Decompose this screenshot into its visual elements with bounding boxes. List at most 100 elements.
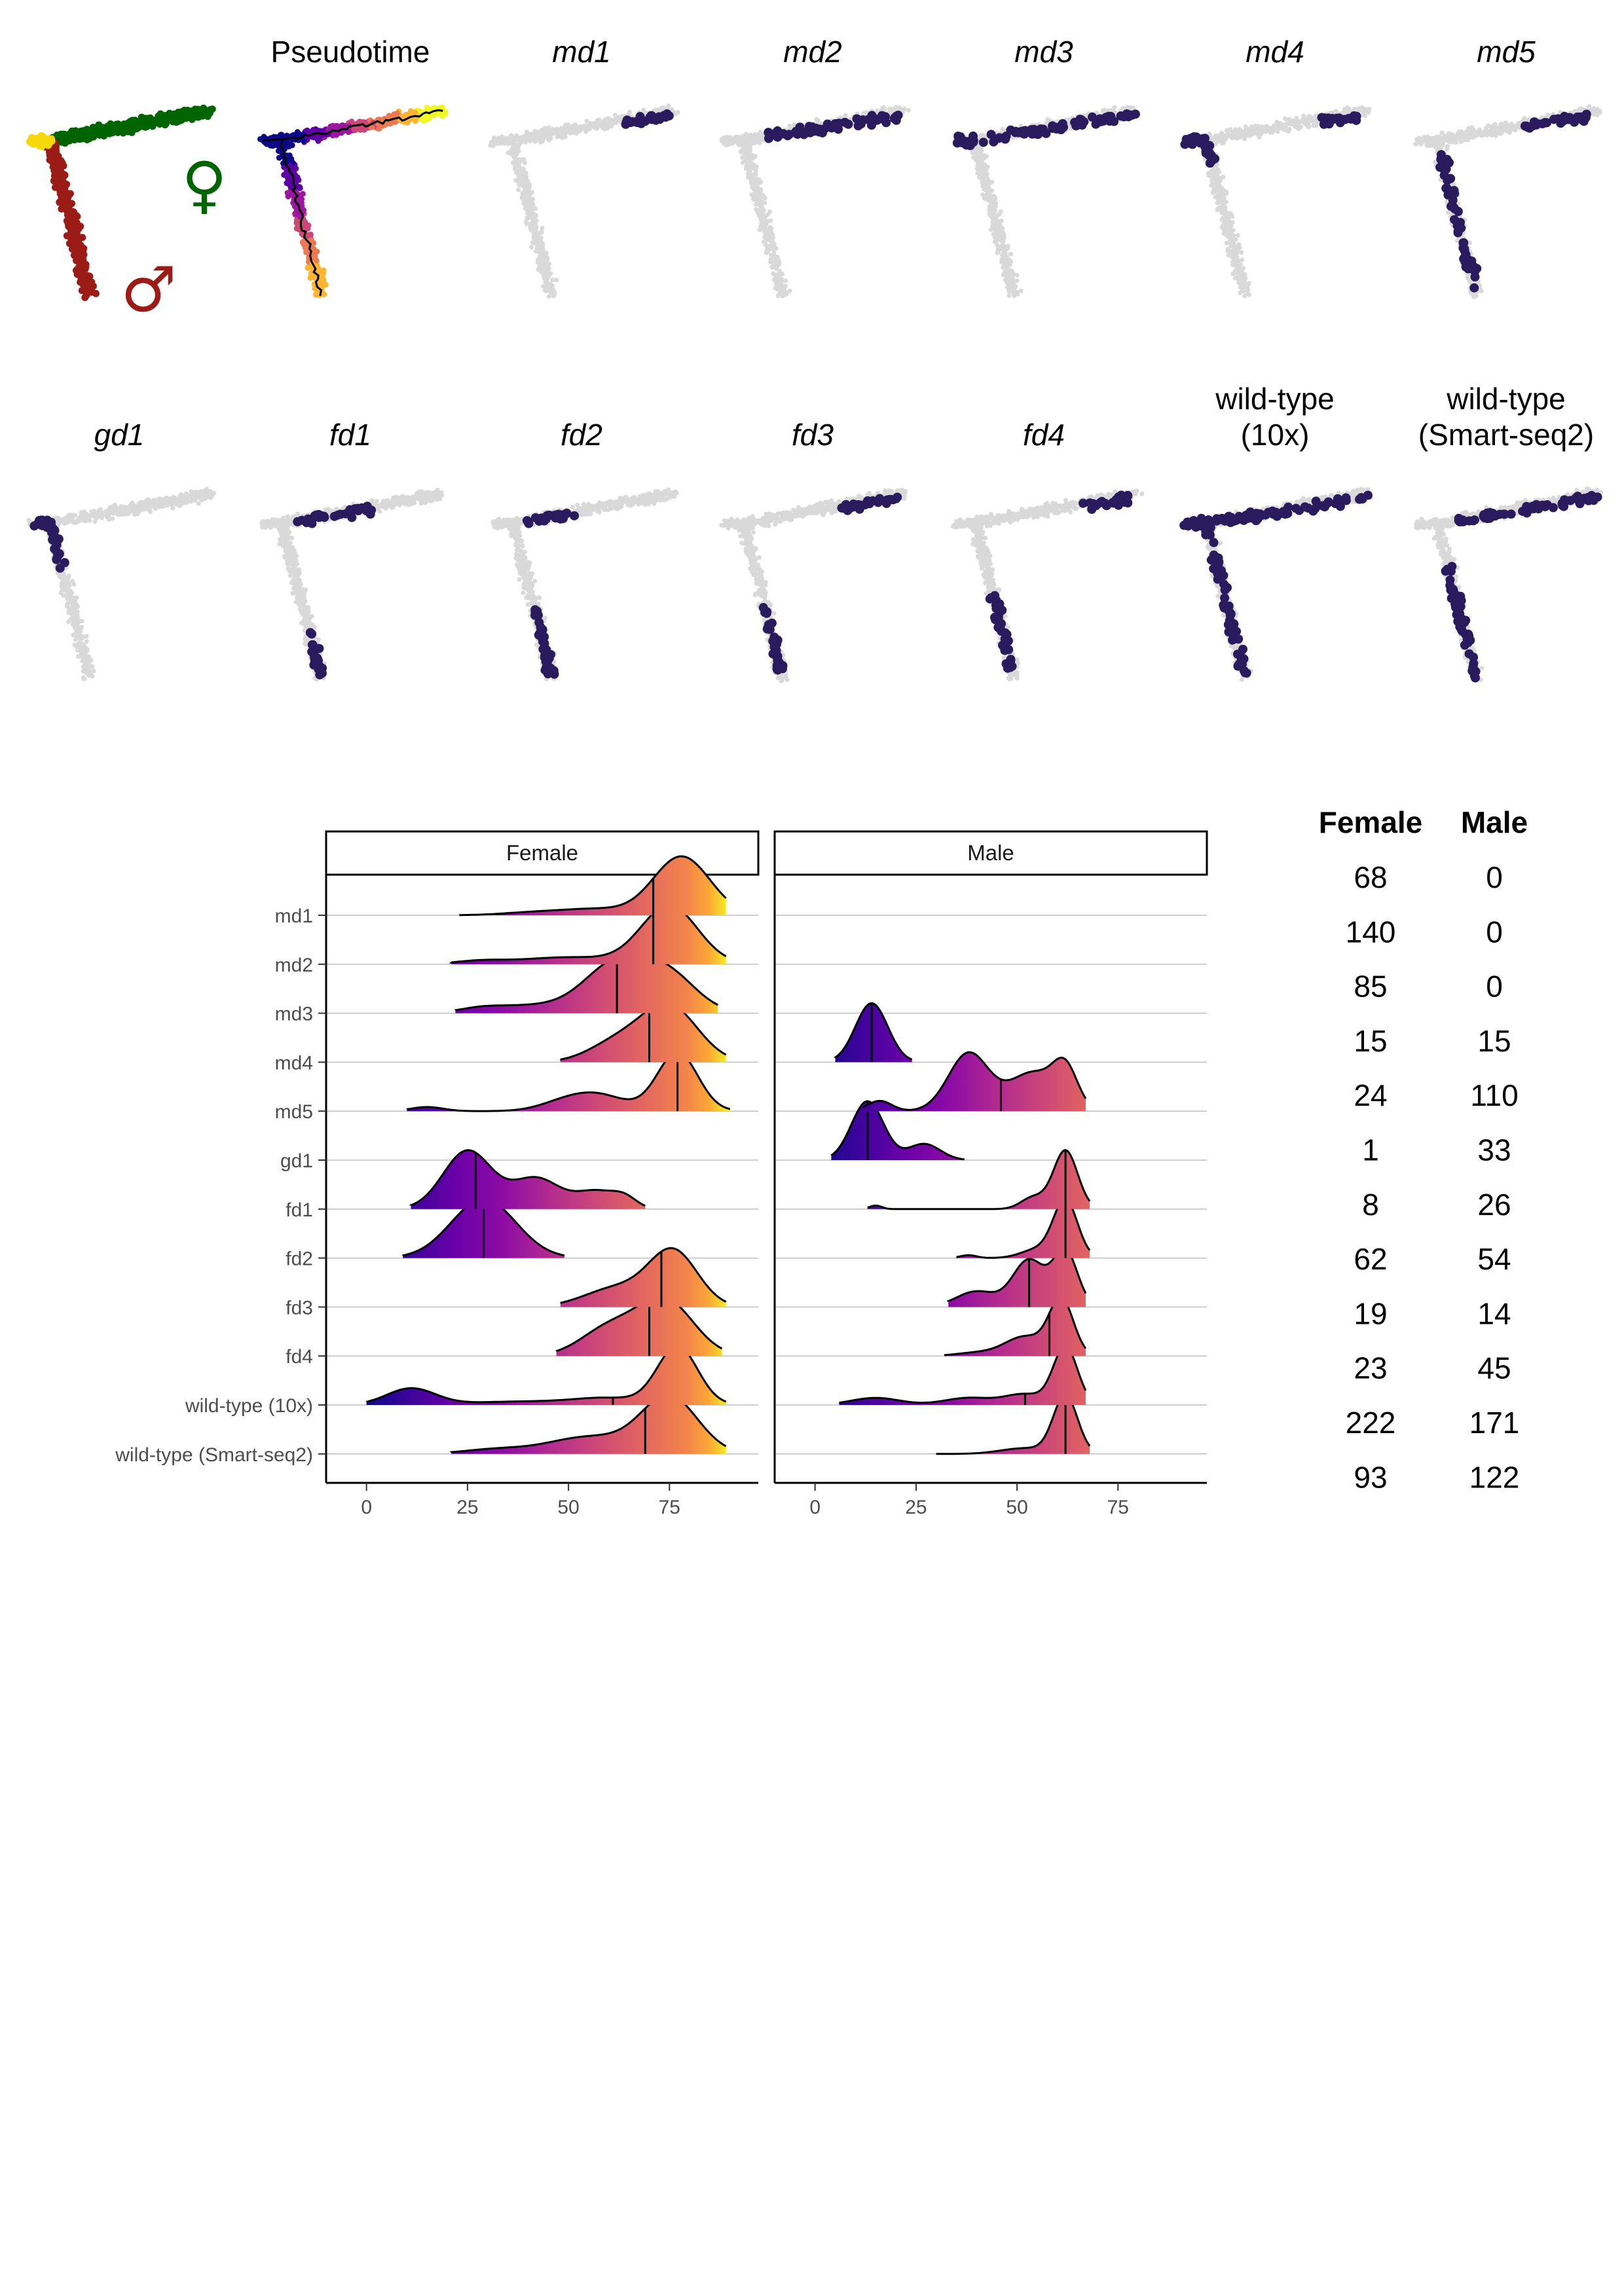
ridge-outline-fd1 [867,1149,1091,1211]
highlighted-cell [647,111,657,120]
ridge-fill-gd1 [831,1101,965,1160]
highlighted-cell [840,503,849,513]
highlighted-cell [1321,117,1331,127]
ridge-outline-gd1 [830,1100,965,1161]
highlighted-cell [1204,528,1214,538]
y-tick-label: md5 [275,1101,313,1123]
umap-panel-title: wild-type [1446,382,1566,416]
highlighted-cell [1196,513,1206,523]
highlighted-cell [1454,608,1464,618]
ridgeline-plot: Female 0 25 50 75 Male 0 25 50 75 md1 md2 md3 md4 md5 g… [115,830,1208,1518]
x-tick-label: 75 [1107,1497,1129,1518]
y-tick-label: wild-type (10x) [185,1395,313,1417]
highlighted-cell [1469,515,1479,525]
highlighted-cell [1311,496,1321,506]
highlighted-cell [773,656,783,666]
highlighted-cell [1212,514,1222,524]
highlighted-cell [1209,538,1219,547]
count-cell: 15 [1354,1024,1387,1058]
pseudotime-trajectory-male [280,139,323,297]
highlighted-cell [834,124,843,134]
x-tick-label: 75 [659,1497,680,1518]
y-tick-label: md3 [275,1004,313,1025]
umap-panel-title: wild-type [1215,382,1335,416]
female-symbol: ♀ [181,149,227,221]
highlighted-cell [1573,491,1583,501]
highlighted-cell [553,511,563,520]
y-tick-label: md2 [275,955,313,976]
umap-panel-sex: ♀♂ [26,104,227,326]
highlighted-cell [1238,644,1247,654]
umap-panel-title: (10x) [1241,418,1310,452]
highlighted-cell [1455,622,1465,632]
highlighted-cell [991,615,1001,625]
count-cell: 122 [1469,1460,1520,1494]
count-cell: 8 [1362,1188,1379,1222]
highlighted-cell [1450,599,1460,609]
y-tick-label: fd2 [286,1248,313,1270]
highlighted-cell [549,669,559,679]
y-tick-label: fd3 [286,1297,313,1319]
highlighted-cell [764,619,774,629]
y-tick-label: md4 [275,1052,313,1074]
highlighted-cell [1077,115,1086,125]
highlighted-cell [1130,109,1140,119]
highlighted-cell [655,115,665,124]
highlighted-cell [1462,634,1472,644]
cell-count-table: Female Male 68 0 140 0 85 0 15 15 24 110 1 33 8 26 62 54 1… [1319,805,1528,1494]
count-cell: 68 [1354,860,1387,894]
highlighted-cell [1108,498,1118,507]
umap-panel-title: md2 [783,35,841,69]
umap-panel-title: fd1 [329,418,371,452]
highlighted-cell [963,137,973,147]
highlighted-cell [1350,113,1359,122]
highlighted-cell [305,628,315,638]
highlighted-cell [991,600,1001,610]
highlighted-cell [795,122,805,132]
count-cell: 33 [1477,1133,1511,1167]
highlighted-cell [1103,113,1113,122]
facet-strip-label: Male [967,841,1014,865]
highlighted-cell [1206,555,1216,565]
ridge-outline-fd1 [409,1149,646,1207]
x-tick-label: 0 [809,1497,821,1518]
highlighted-cell [1559,115,1569,124]
x-tick-label: 50 [557,1497,579,1518]
highlighted-cell [1441,183,1451,193]
highlighted-cell [1454,516,1464,526]
highlighted-cell [1483,511,1493,521]
highlighted-cell [635,115,645,124]
highlighted-cell [1465,255,1475,265]
highlighted-cell [1560,495,1570,505]
umap-panel-wtss2: wild-type(Smart-seq2) [1414,382,1604,683]
umap-panel-title: gd1 [94,418,145,452]
count-header-male: Male [1461,805,1528,839]
highlighted-cell [293,517,303,526]
umap-panel-fd2: fd2 [490,418,679,682]
count-cell: 1 [1362,1133,1379,1167]
highlighted-cell [1246,507,1255,517]
highlighted-cell [1464,649,1474,659]
ridge-fill-fd1 [867,1150,1090,1209]
highlighted-cell [540,632,549,642]
highlighted-cell [1470,272,1480,282]
highlighted-cell [354,506,363,516]
umap-panel-md1: md1 [488,35,680,299]
ridge-fill-md5 [407,1052,730,1112]
highlighted-cell [1460,244,1469,254]
ridge-fill-wild-type (Smart-seq2) [936,1394,1090,1454]
x-tick-label: 25 [905,1497,927,1518]
highlighted-cell [1461,615,1471,625]
facet-strip-label: Female [506,841,578,865]
highlighted-cell [1058,118,1067,128]
highlighted-cell [809,126,819,136]
highlighted-cell [1214,557,1224,567]
x-tick-label: 50 [1006,1497,1027,1518]
highlighted-cell [310,511,320,520]
ridge-fill-fd1 [411,1150,646,1209]
ridge-outline-md3 [454,953,719,1011]
count-cell: 171 [1469,1406,1520,1440]
highlighted-cell [317,668,327,678]
count-cell: 62 [1354,1242,1387,1276]
ridge-fill-md3 [455,954,718,1013]
